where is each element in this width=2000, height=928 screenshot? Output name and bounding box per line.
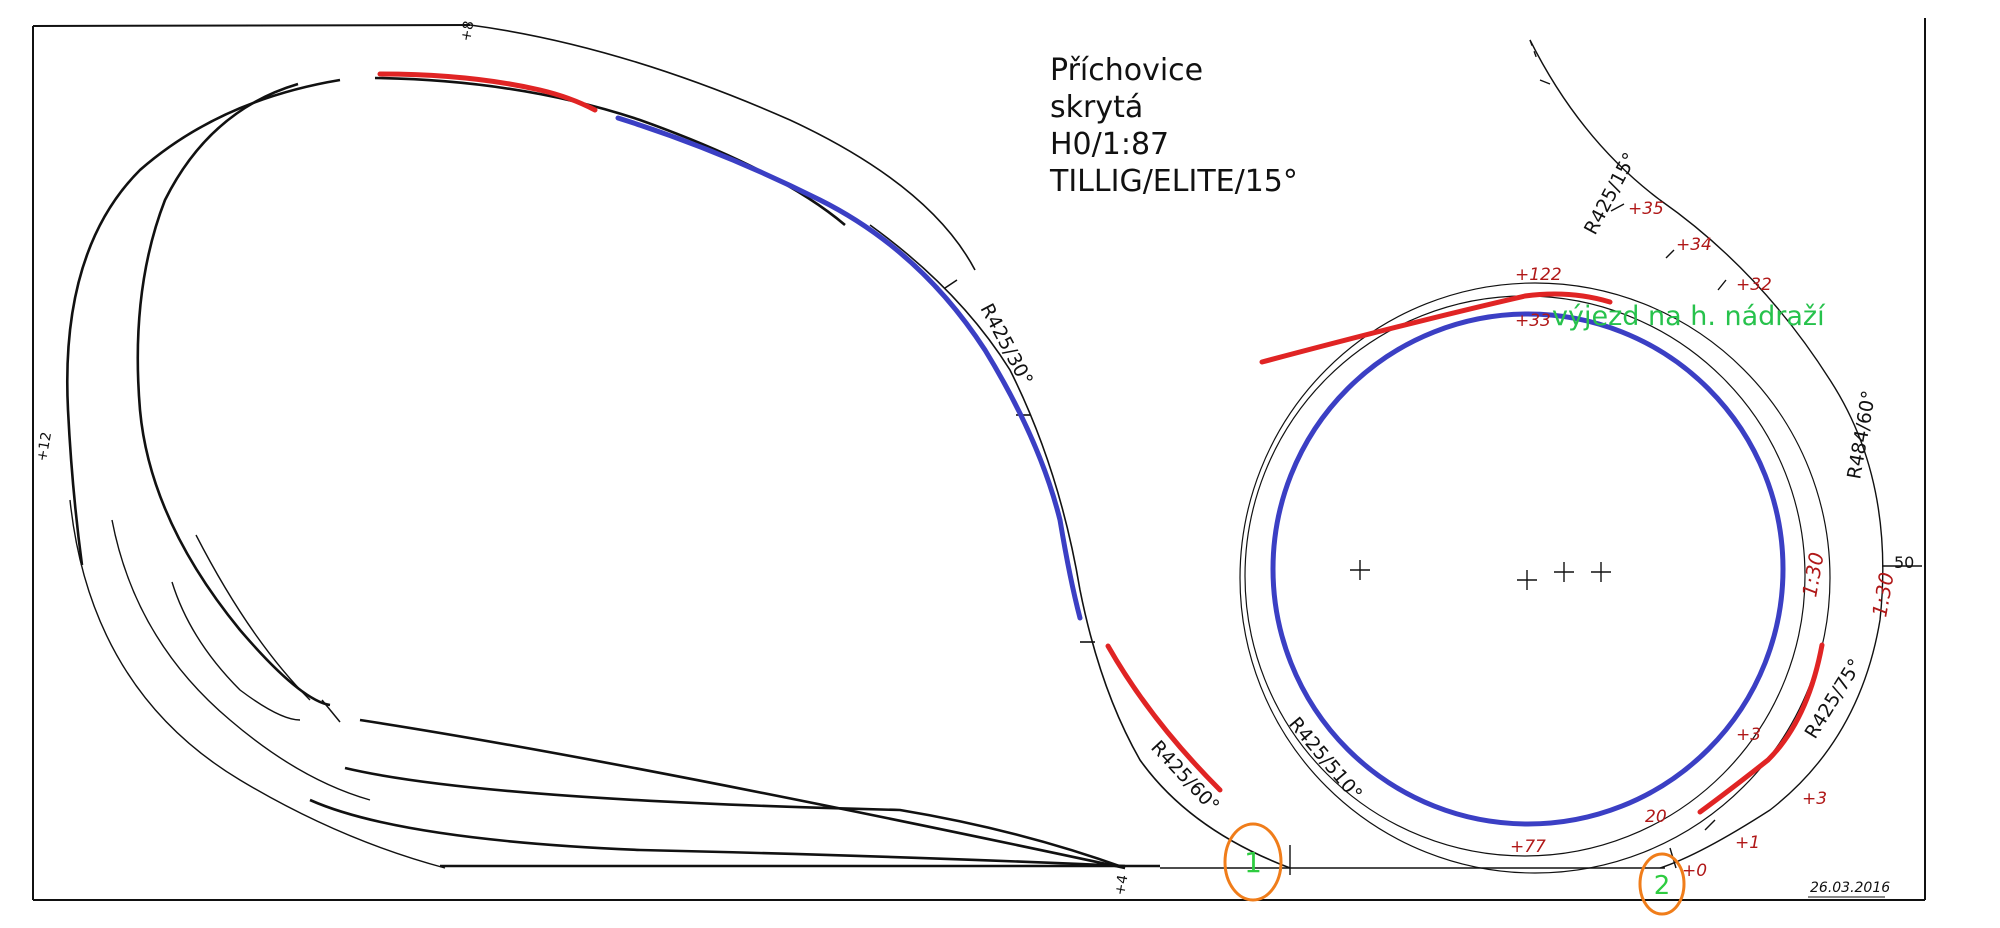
- dimension-label: +4: [1112, 874, 1131, 897]
- blue-section-left: [615, 115, 1083, 621]
- height-mark: +0: [1682, 861, 1707, 881]
- helix-circles: [1239, 282, 1831, 874]
- ladder-track-a: [359, 718, 1126, 870]
- outer-loop-track: [66, 78, 341, 566]
- height-mark: +1: [1735, 833, 1760, 853]
- height-mark: +3: [1802, 789, 1827, 809]
- helix-outer-circle: [1239, 282, 1831, 874]
- upper-track-inner: [374, 76, 846, 226]
- drawing-border: [32, 18, 1926, 901]
- radius-label-r425-30: R425/30°: [976, 300, 1037, 389]
- marker-2: 2: [1638, 852, 1686, 916]
- height-mark: +32: [1736, 275, 1772, 295]
- marker-1-label: 1: [1244, 846, 1262, 879]
- red-section-helix-entry: [1259, 291, 1613, 365]
- ladder-track-b: [344, 766, 1126, 870]
- height-mark: +33: [1515, 311, 1551, 331]
- dimension-marks: 50 +8 +4 +12 26.03.2016: [34, 20, 1914, 897]
- outer-track-top: [469, 24, 976, 271]
- grade-mark: 1:30: [1797, 550, 1828, 598]
- height-mark: +3: [1736, 725, 1761, 745]
- right-outer-arc: [1529, 39, 1922, 869]
- grade-mark: 1:30: [1867, 570, 1898, 618]
- dimension-label: 50: [1894, 553, 1914, 572]
- title-block: Příchovice skrytá H0/1:87 TILLIG/ELITE/1…: [1050, 52, 1298, 200]
- outer-curve-lower: [69, 499, 446, 869]
- middle-curve-lower: [111, 519, 371, 801]
- ladder-track-c: [309, 798, 1126, 868]
- inner-branch: [195, 534, 311, 701]
- radius-label-r425-15: R425/15°: [1580, 149, 1641, 238]
- inner-loop-track: [136, 82, 331, 707]
- title-line-3: H0/1:87: [1050, 127, 1170, 162]
- marker-2-label: 2: [1654, 871, 1671, 901]
- title-line-4: TILLIG/ELITE/15°: [1050, 164, 1298, 199]
- height-mark: +35: [1628, 199, 1664, 219]
- signature: 26.03.2016: [1810, 880, 1890, 896]
- dimension-label: +8: [458, 20, 477, 43]
- title-line-1: Příchovice: [1050, 53, 1204, 88]
- exit-note: výjezd na h. nádraží: [1552, 301, 1826, 332]
- red-section-top-left: [377, 71, 598, 113]
- dimension-label: +12: [34, 431, 55, 463]
- red-section-right: [1697, 642, 1825, 815]
- height-mark: +77: [1510, 837, 1546, 857]
- s-curve-track: [869, 224, 1291, 869]
- height-marks: +35 +34 +32 +122 +33 +77 20 +0 +1 +3 +3 …: [1510, 199, 1899, 881]
- blue-sections: [615, 115, 1083, 621]
- height-mark: +34: [1676, 235, 1712, 255]
- baseline-track: [1160, 845, 1677, 875]
- red-sections: [377, 71, 1825, 815]
- helix-blue-track: [1270, 311, 1786, 827]
- title-line-2: skrytá: [1050, 90, 1144, 125]
- left-loop-tracks: [66, 24, 1160, 870]
- height-mark: +122: [1515, 265, 1562, 285]
- marker-1: 1: [1223, 822, 1283, 902]
- inner-curve-lower: [171, 581, 301, 721]
- center-crosses: [1350, 560, 1611, 590]
- height-mark: 20: [1645, 807, 1667, 827]
- radius-label-r484-60: R484/60°: [1843, 389, 1880, 481]
- radius-label-r425-60: R425/60°: [1146, 736, 1223, 816]
- red-section-s-curve: [1105, 643, 1223, 793]
- radius-labels: R425/30° R425/60° R425/510° R425/75° R48…: [976, 149, 1881, 817]
